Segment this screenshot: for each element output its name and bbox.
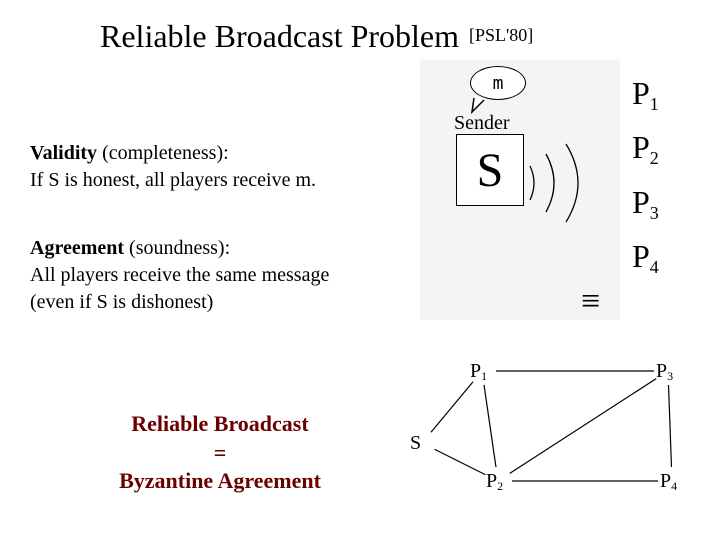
players-list: P1 P2 P3 P4 bbox=[632, 66, 659, 284]
eq-line3: Byzantine Agreement bbox=[90, 467, 350, 496]
graph-node-S: S bbox=[410, 432, 421, 455]
title-row: Reliable Broadcast Problem [PSL'80] bbox=[100, 18, 700, 55]
validity-paren: (completeness): bbox=[97, 142, 229, 164]
eq-line2: = bbox=[90, 439, 350, 468]
agreement-body2: (even if S is dishonest) bbox=[30, 289, 400, 316]
agreement-block: Agreement (soundness): All players recei… bbox=[30, 235, 400, 316]
eq-line1: Reliable Broadcast bbox=[90, 410, 350, 439]
graph-diagram: S P1 P2 P3 P4 bbox=[410, 350, 710, 520]
equiv-symbol: ≡ bbox=[581, 283, 600, 321]
graph-node-P4: P4 bbox=[660, 470, 677, 494]
agreement-body1: All players receive the same message bbox=[30, 262, 400, 289]
agreement-head: Agreement bbox=[30, 237, 124, 259]
player-4: P4 bbox=[632, 229, 659, 283]
page-title: Reliable Broadcast Problem bbox=[100, 18, 459, 54]
citation: [PSL'80] bbox=[469, 25, 533, 45]
graph-node-P3: P3 bbox=[656, 360, 673, 384]
validity-head: Validity bbox=[30, 142, 97, 164]
sender-node: S bbox=[456, 134, 524, 206]
equation-block: Reliable Broadcast = Byzantine Agreement bbox=[90, 410, 350, 496]
graph-node-P1: P1 bbox=[470, 360, 487, 384]
player-1: P1 bbox=[632, 66, 659, 120]
validity-block: Validity (completeness): If S is honest,… bbox=[30, 140, 380, 194]
sender-node-text: S bbox=[477, 143, 504, 198]
validity-body: If S is honest, all players receive m. bbox=[30, 167, 380, 194]
sender-label: Sender bbox=[454, 112, 510, 135]
broadcast-arcs-icon bbox=[524, 138, 620, 228]
sender-diagram: m Sender S bbox=[420, 60, 620, 320]
agreement-paren: (soundness): bbox=[124, 237, 230, 259]
player-2: P2 bbox=[632, 120, 659, 174]
player-3: P3 bbox=[632, 175, 659, 229]
bubble-text: m bbox=[493, 73, 504, 94]
graph-node-P2: P2 bbox=[486, 470, 503, 494]
